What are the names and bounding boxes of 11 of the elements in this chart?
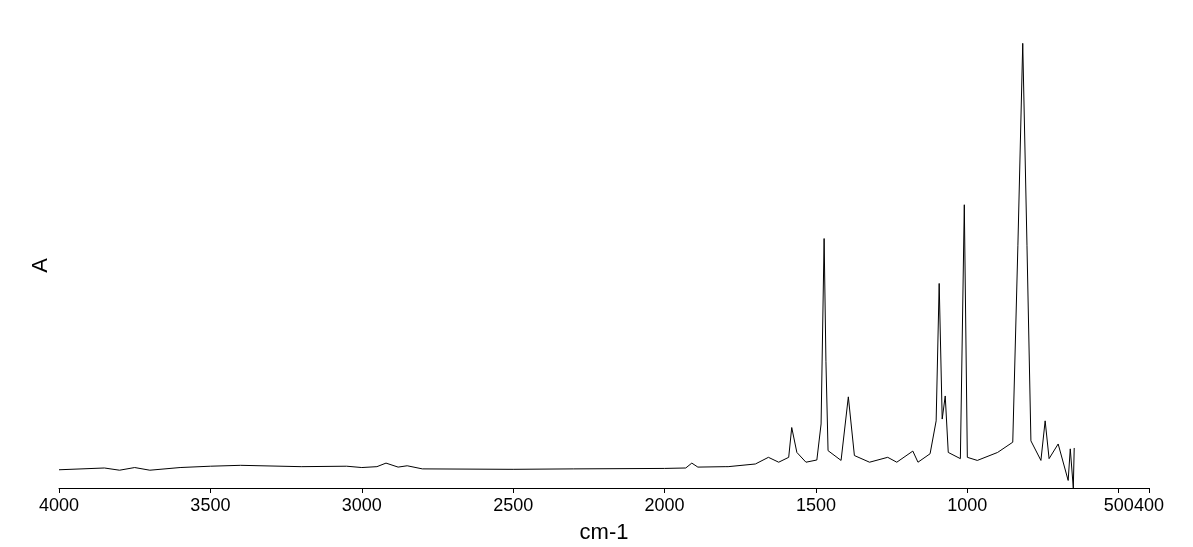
x-tick-label: 3500 — [190, 495, 231, 515]
y-axis-title: A — [26, 257, 52, 273]
x-tick-label: 500 — [1103, 495, 1134, 515]
x-tick-label: 2000 — [644, 495, 685, 515]
x-axis-title: cm-1 — [579, 518, 629, 544]
x-tick-label: 2500 — [493, 495, 534, 515]
x-tick-label: 400 — [1133, 495, 1165, 515]
x-tick-label: 1500 — [795, 495, 836, 515]
x-tick-label: 4000 — [38, 495, 80, 515]
x-tick-label: 1000 — [947, 495, 988, 515]
x-tick-label: 3000 — [341, 495, 382, 515]
